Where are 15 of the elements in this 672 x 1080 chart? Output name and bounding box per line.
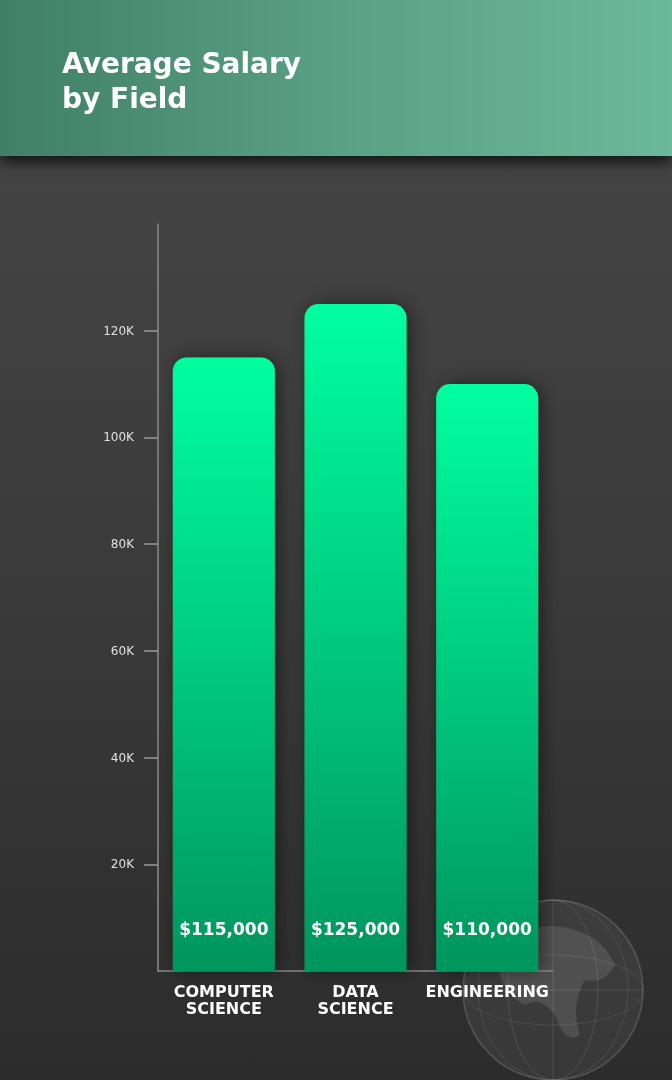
y-tick-label: 80K: [110, 537, 136, 552]
x-tick-label: ENGINEERING: [425, 982, 549, 1001]
y-tick-label: 40K: [110, 750, 136, 765]
chart-title: Average Salary by Field: [62, 46, 302, 116]
y-tick-label: 100K: [103, 430, 136, 445]
y-tick-label: 60K: [110, 643, 136, 658]
bar: [304, 304, 407, 971]
y-tick-label: 20K: [110, 857, 136, 872]
data-label: $115,000: [179, 918, 269, 939]
bar: [172, 357, 275, 971]
data-label: $125,000: [310, 918, 401, 939]
y-tick-label: 120K: [103, 323, 136, 338]
x-tick-label: DATA SCIENCE: [317, 982, 394, 1018]
data-label: $110,000: [442, 918, 532, 939]
x-tick-label: COMPUTER SCIENCE: [173, 982, 274, 1018]
